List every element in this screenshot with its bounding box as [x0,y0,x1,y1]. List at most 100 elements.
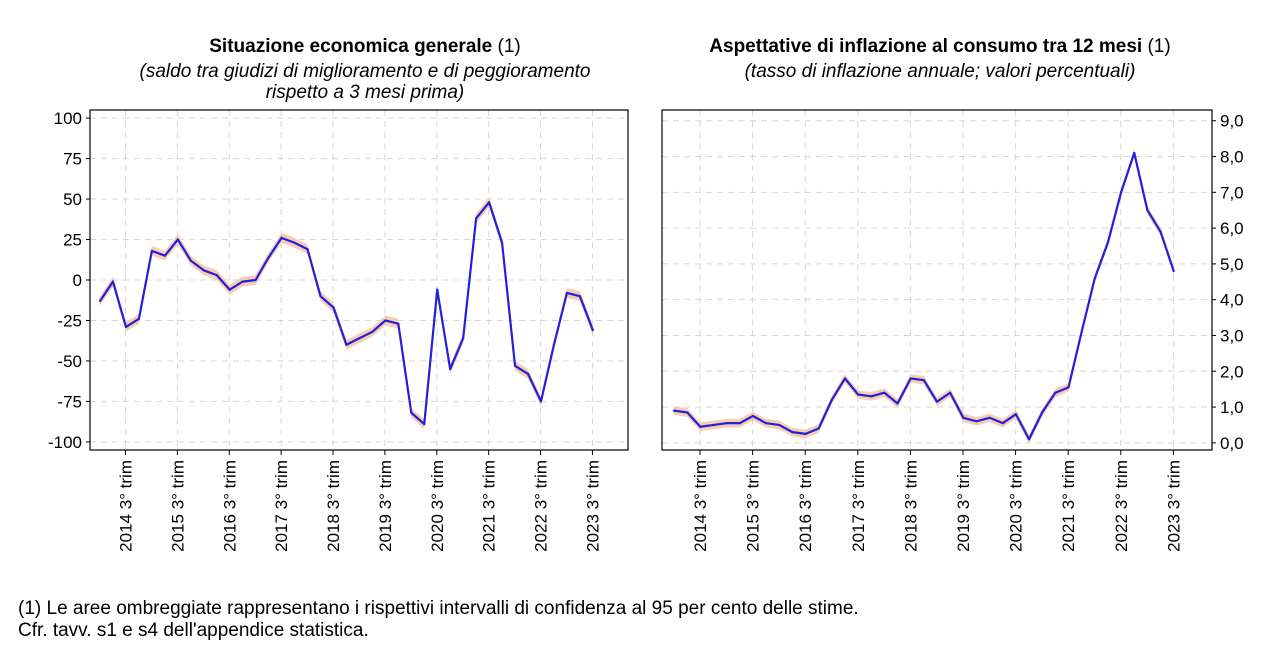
chart1-xtick-label: 2015 3° trim [168,460,187,552]
chart1-data-point [423,422,426,426]
chart1-data-point [475,217,478,220]
chart2-data-point [686,411,689,414]
chart1-ytick-label: 25 [63,231,82,250]
chart2-data-point [830,398,833,401]
chart1-confidence-band [100,197,593,429]
chart2-data-point [751,414,755,418]
chart1-data-point [189,259,192,262]
chart2-data-point [712,423,715,427]
chart1-data-point [397,322,400,325]
chart1-ytick-label: -50 [57,352,82,371]
chart2-xtick-label: 2016 3° trim [796,460,815,552]
chart2-xtick-label: 2018 3° trim [901,460,920,552]
chart1-ytick-label: 75 [63,150,82,169]
chart2-data-point [1133,151,1136,155]
chart2-data-point [699,425,702,428]
chart1-plot-frame [89,109,629,451]
chart2-xtick-label: 2020 3° trim [1007,460,1026,552]
chart2-data-point [962,416,965,419]
chart1-ytick-label: 100 [54,109,82,128]
chart2-ytick-label: 5,0 [1220,255,1244,274]
chart2-ytick-label: 2,0 [1220,362,1244,381]
chart1-data-point [345,343,348,346]
chart2-data-point [791,431,794,434]
chart1-xtick-label: 2019 3° trim [376,460,395,552]
chart1-xtick-label: 2020 3° trim [428,460,447,552]
chart2-series-line [673,151,1175,441]
chart1-data-point [578,295,581,298]
chart2-confidence-band [674,148,1174,444]
chart1-data-point [306,248,309,251]
chart2-data-point [843,377,847,380]
chart2-data-point [1172,269,1175,273]
chart1-data-point [591,329,594,332]
chart2-data-point [804,432,807,435]
chart2-data-point [1041,411,1044,414]
footnote-line-2: Cfr. tavv. s1 e s4 dell'appendice statis… [18,620,369,641]
chart2-xtick-label: 2014 3° trim [691,460,710,552]
chart1-data-point [449,367,452,371]
chart2-subtitle-1: (tasso di inflazione annuale; valori per… [744,61,1136,82]
chart2-data-point [857,393,860,396]
chart2-ytick-label: 6,0 [1220,219,1244,238]
chart2-xtick-label: 2017 3° trim [849,460,868,552]
chart2-ytick-label: 9,0 [1220,112,1244,131]
chart2-data-point [1080,330,1083,333]
chart2-data-point [949,391,952,394]
chart1-data-point [280,236,283,240]
chart2-data-point [1014,413,1018,416]
chart2-data-point [909,377,912,380]
chart2-ytick-label: 4,0 [1220,291,1244,310]
chart2-ytick-label: 3,0 [1220,326,1244,345]
chart1-data-point [358,337,361,340]
chart1-ytick-label: 0 [73,271,82,290]
chart2-data-point [1001,422,1004,425]
chart1-data-point [241,280,244,283]
chart2-xtick-label: 2022 3° trim [1112,460,1131,552]
chart1-title: Situazione economica generale (1) [60,36,670,58]
footnote-line-1: (1) Le aree ombreggiate rappresentano i … [18,598,859,619]
chart1-ytick-label: -100 [48,433,82,452]
chart1-xtick-label: 2017 3° trim [272,460,291,552]
chart2-data-point [778,423,781,427]
chart2-data-point [896,402,899,405]
chart1-title-note: (1) [497,36,521,57]
chart1-subtitle-2: rispetto a 3 mesi prima) [265,82,465,103]
chart1-data-point [513,364,517,367]
chart2-data-point [1159,230,1162,233]
chart1-data-point [150,249,153,252]
chart2-ytick-label: 8,0 [1220,148,1244,167]
chart1-title-main: Situazione economica generale [209,36,493,57]
chart1-data-point [565,291,569,295]
chart2-xtick-label: 2023 3° trim [1164,460,1183,552]
chart2-data-point [1106,241,1110,244]
chart1-data-point [488,201,491,204]
chart1-data-point [98,299,102,303]
chart1-ytick-label: 50 [63,190,82,209]
chart2-data-point [922,379,925,382]
chart1-series-line [99,201,594,426]
chart2-xtick-label: 2021 3° trim [1059,460,1078,552]
chart2-data-point [1027,438,1031,441]
chart2-data-point [1054,391,1057,394]
chart1-data-point [293,241,296,244]
chart2-data-point [1067,386,1070,389]
chart1-data-point [462,337,465,340]
chart1-data-point [371,330,374,333]
chart2-data-point [975,420,978,423]
chart1-data-point [332,306,335,309]
chart1-ytick-label: -75 [57,392,82,411]
chart1-data-point [111,280,115,283]
chart2-data-point [672,409,676,412]
chart1-ytick-label: -25 [57,311,82,330]
chart2-ytick-label: 1,0 [1220,398,1244,417]
chart1-data-point [384,319,387,322]
chart1-xtick-label: 2014 3° trim [117,460,136,552]
chart2-data-point [1120,191,1123,194]
chart1-data-point [254,278,257,282]
chart1-data-point [410,411,413,414]
chart1-data-point [202,269,205,272]
chart1-data-point [319,295,322,298]
chart1-data-point [500,241,504,244]
